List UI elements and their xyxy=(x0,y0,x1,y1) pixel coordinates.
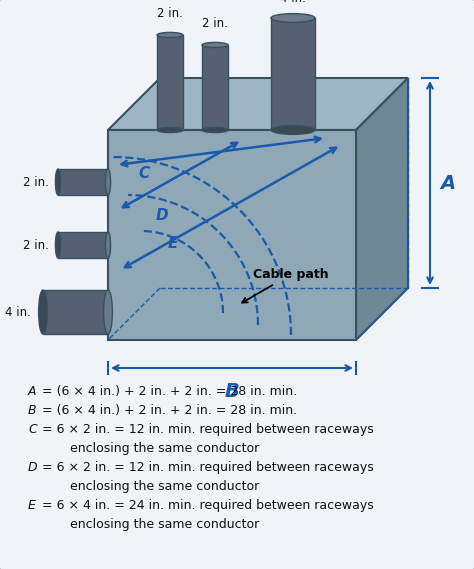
Text: enclosing the same conductor: enclosing the same conductor xyxy=(70,518,259,531)
Ellipse shape xyxy=(202,127,228,133)
Text: Cable path: Cable path xyxy=(242,268,328,303)
Text: E: E xyxy=(168,236,178,251)
Bar xyxy=(58,232,108,258)
Polygon shape xyxy=(108,130,356,340)
Ellipse shape xyxy=(202,43,228,48)
Ellipse shape xyxy=(157,127,183,133)
Text: 2 in.: 2 in. xyxy=(157,7,183,20)
Bar xyxy=(43,290,108,334)
Text: = 6 × 4 in. = 24 in. min. required between raceways: = 6 × 4 in. = 24 in. min. required betwe… xyxy=(38,499,374,512)
Bar xyxy=(202,45,228,130)
Ellipse shape xyxy=(105,232,110,258)
Text: B: B xyxy=(28,404,36,417)
Text: 4 in.: 4 in. xyxy=(280,0,306,5)
Polygon shape xyxy=(108,78,408,130)
Text: 2 in.: 2 in. xyxy=(202,17,228,30)
Ellipse shape xyxy=(38,290,47,334)
Text: enclosing the same conductor: enclosing the same conductor xyxy=(70,480,259,493)
Text: B: B xyxy=(225,382,239,401)
Ellipse shape xyxy=(55,232,61,258)
Text: D: D xyxy=(28,461,37,474)
Text: = (6 × 4 in.) + 2 in. + 2 in. = 28 in. min.: = (6 × 4 in.) + 2 in. + 2 in. = 28 in. m… xyxy=(38,404,297,417)
Text: enclosing the same conductor: enclosing the same conductor xyxy=(70,442,259,455)
Bar xyxy=(271,18,315,130)
Text: C: C xyxy=(28,423,37,436)
Ellipse shape xyxy=(104,290,112,334)
Text: 2 in.: 2 in. xyxy=(23,238,49,251)
Polygon shape xyxy=(356,78,408,340)
Text: = 6 × 2 in. = 12 in. min. required between raceways: = 6 × 2 in. = 12 in. min. required betwe… xyxy=(38,461,374,474)
Text: = (6 × 4 in.) + 2 in. + 2 in. = 28 in. min.: = (6 × 4 in.) + 2 in. + 2 in. = 28 in. m… xyxy=(38,385,297,398)
Ellipse shape xyxy=(105,169,110,195)
Ellipse shape xyxy=(271,14,315,22)
Text: C: C xyxy=(138,166,149,181)
Text: E: E xyxy=(28,499,36,512)
Text: D: D xyxy=(156,208,169,223)
Bar xyxy=(58,169,108,195)
Text: = 6 × 2 in. = 12 in. min. required between raceways: = 6 × 2 in. = 12 in. min. required betwe… xyxy=(38,423,374,436)
Text: 2 in.: 2 in. xyxy=(23,175,49,188)
Bar xyxy=(157,35,183,130)
Text: A: A xyxy=(28,385,36,398)
Text: 4 in.: 4 in. xyxy=(5,306,31,319)
Ellipse shape xyxy=(55,169,61,195)
Text: A: A xyxy=(440,174,455,192)
Ellipse shape xyxy=(271,126,315,134)
Ellipse shape xyxy=(157,32,183,38)
